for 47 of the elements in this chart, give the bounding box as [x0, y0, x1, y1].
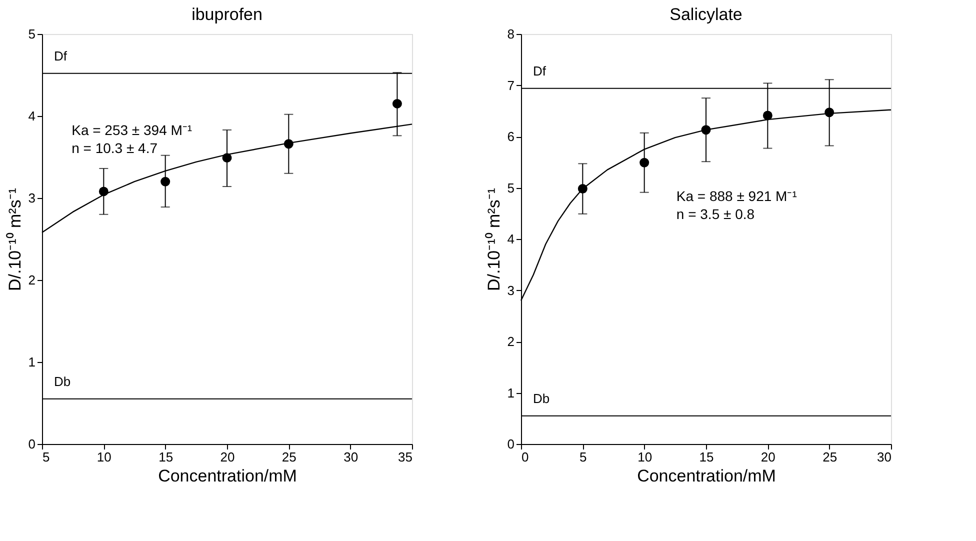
x-tick-label: 30	[344, 450, 358, 464]
x-tick-label: 25	[282, 450, 296, 464]
y-axis-title: D/.10⁻¹⁰ m²s⁻¹	[484, 188, 504, 291]
x-tick-label: 0	[522, 450, 529, 464]
y-tick-label: 5	[28, 26, 36, 42]
y-tick-label: 2	[28, 272, 36, 288]
x-tick-label: 5	[580, 450, 587, 464]
x-tick-label: 5	[42, 450, 50, 464]
x-axis-title: Concentration/mM	[637, 466, 776, 486]
x-tick-label: 30	[877, 450, 892, 464]
x-axis-title: Concentration/mM	[158, 466, 297, 486]
point	[160, 176, 170, 186]
point	[640, 158, 650, 168]
ref-line-label: Db	[54, 374, 71, 389]
y-tick-label: 3	[28, 190, 36, 206]
y-tick-label: 7	[507, 78, 514, 93]
y-tick-label: 4	[507, 232, 514, 246]
y-tick-label: 6	[507, 129, 514, 144]
point	[762, 110, 772, 120]
annotation: n = 3.5 ± 0.8	[676, 206, 755, 222]
y-tick-label: 1	[507, 385, 514, 400]
y-tick-label: 3	[507, 282, 514, 298]
y-tick-label: 4	[28, 108, 36, 124]
annotation: Ka = 253 ± 394 M⁻¹	[72, 122, 192, 138]
ref-line-label: Df	[533, 63, 546, 78]
chart-title: Salicylate	[670, 5, 742, 24]
y-tick-label: 8	[507, 26, 514, 42]
y-tick-label: 1	[28, 354, 36, 370]
point	[392, 98, 402, 108]
ref-line-label: Db	[533, 390, 550, 406]
x-tick-label: 15	[699, 450, 714, 464]
y-tick-label: 0	[28, 436, 36, 452]
chart-title: ibuprofen	[192, 5, 262, 24]
y-tick-label: 5	[507, 180, 514, 196]
x-tick-label: 35	[398, 450, 412, 464]
y-tick-label: 0	[507, 436, 514, 452]
annotation: n = 10.3 ± 4.7	[72, 140, 158, 156]
x-tick-label: 10	[96, 450, 112, 464]
x-tick-label: 20	[220, 450, 235, 464]
x-tick-label: 20	[760, 450, 776, 464]
ref-line-label: Df	[54, 48, 68, 64]
annotation: Ka = 888 ± 921 M⁻¹	[676, 188, 798, 204]
x-tick-label: 25	[822, 450, 838, 464]
y-tick-label: 2	[507, 334, 514, 349]
x-tick-label: 10	[638, 450, 652, 464]
x-tick-label: 15	[158, 450, 174, 464]
y-axis-title: D/.10⁻¹⁰ m²s⁻¹	[5, 188, 24, 291]
